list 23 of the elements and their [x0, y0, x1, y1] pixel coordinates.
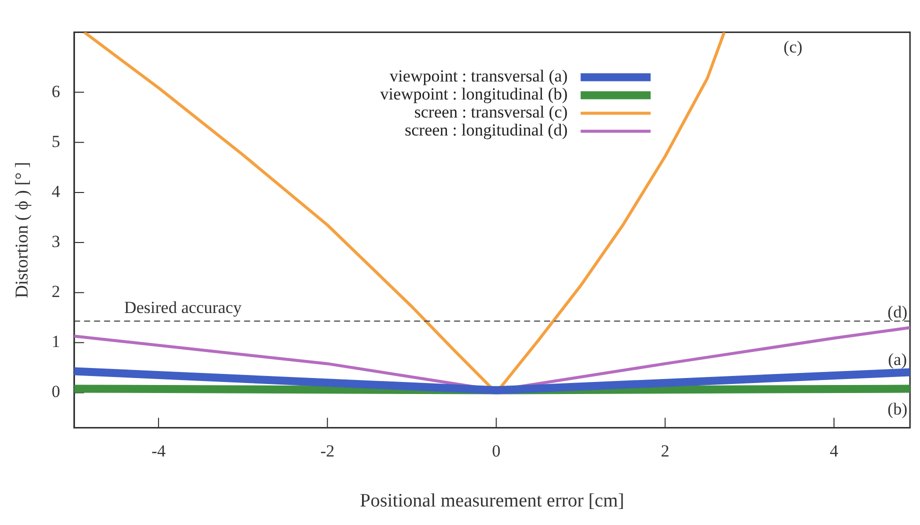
annotation: (a)	[888, 350, 907, 370]
legend-label: viewpoint : transversal (a)	[390, 66, 568, 86]
x-tick-label: 2	[660, 441, 670, 460]
legend-label: screen : longitudinal (d)	[404, 120, 568, 140]
x-tick-label: -2	[320, 441, 334, 460]
annotation: (b)	[888, 399, 908, 418]
annotation: (c)	[784, 37, 802, 56]
y-tick-label: 4	[52, 182, 61, 201]
annotation: (d)	[888, 302, 908, 322]
y-tick-label: 5	[52, 132, 60, 151]
x-tick-label: 4	[830, 441, 839, 460]
legend-label: screen : transversal (c)	[414, 102, 568, 122]
y-tick-label: 2	[52, 282, 60, 302]
x-tick-label: -4	[151, 441, 166, 460]
legend-label: viewpoint : longitudinal (b)	[380, 84, 568, 104]
ref-line-label: Desired accuracy	[124, 298, 242, 318]
y-tick-label: 0	[52, 382, 60, 402]
y-axis-title: Distortion ( ϕ ) [° ]	[12, 162, 32, 298]
y-tick-label: 3	[52, 232, 60, 251]
x-tick-label: 0	[492, 441, 501, 460]
x-axis-title: Positional measurement error [cm]	[360, 490, 624, 512]
y-tick-label: 1	[52, 332, 60, 352]
y-tick-label: 6	[52, 82, 60, 101]
